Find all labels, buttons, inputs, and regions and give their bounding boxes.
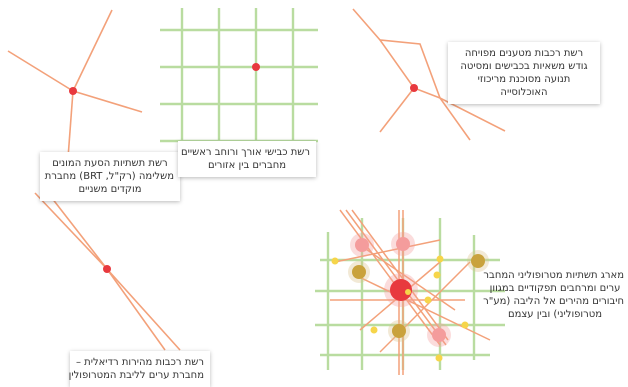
grid-node bbox=[252, 63, 260, 71]
caption-hub: רשת תשתיות הסעת המונים משלימה (רק"ל, BRT… bbox=[40, 152, 180, 201]
caption-line: רשת רכבות מטענים מפויחה bbox=[464, 48, 584, 59]
caption-line: חיבורים מהירים אל הליבה (מע"ר bbox=[483, 296, 624, 307]
caption-line: מוקדים משניים bbox=[78, 184, 142, 195]
spoke bbox=[67, 90, 74, 159]
yellow-node bbox=[370, 326, 378, 334]
branch-node bbox=[410, 84, 418, 92]
metro-core-node bbox=[390, 279, 412, 301]
branching-network bbox=[352, 8, 506, 141]
caption-line: מחברת ערים לליבת המטרופולין bbox=[68, 370, 204, 381]
hub-node bbox=[69, 87, 77, 95]
caption-line: גודש משאיות בכבישים ומסיטה bbox=[460, 61, 588, 72]
gold-node bbox=[392, 324, 406, 338]
caption-line: תנועה מסוכנת מריכוזי bbox=[477, 74, 571, 85]
yellow-node bbox=[433, 271, 441, 279]
caption-line: האוכלוסייה bbox=[500, 87, 548, 98]
caption-line: רשת רכבות מהירות רדיאלית – bbox=[75, 357, 204, 368]
hub-network bbox=[7, 9, 143, 159]
caption-line: ערים ומרחבים תפקודיים במגוון bbox=[489, 283, 621, 294]
caption-line: משלימה (רק"ל, BRT) מחברת bbox=[44, 171, 174, 182]
metro-network bbox=[315, 209, 505, 375]
radial-network bbox=[34, 192, 181, 351]
caption-line: רשת תשתיות הסעת המונים bbox=[52, 158, 168, 169]
caption-metro: מארג תשתיות מטרופוליני המחבר ערים ומרחבי… bbox=[483, 264, 626, 326]
pink-node bbox=[355, 238, 369, 252]
caption-line: מחברים בין אזורים bbox=[207, 160, 287, 171]
caption-line: מארג תשתיות מטרופוליני המחבר bbox=[483, 270, 624, 281]
yellow-node bbox=[424, 296, 432, 304]
caption-branching: רשת רכבות מטענים מפויחה גודש משאיות בכבי… bbox=[448, 42, 600, 104]
yellow-node bbox=[435, 354, 443, 362]
yellow-node bbox=[331, 257, 339, 265]
radial-node bbox=[103, 265, 111, 273]
spoke bbox=[7, 50, 74, 92]
yellow-node bbox=[461, 321, 469, 329]
caption-radial: רשת רכבות מהירות רדיאלית – מחברת ערים לל… bbox=[68, 351, 210, 387]
pink-node bbox=[396, 237, 410, 251]
caption-line: מטרופוליני) ובין עצמם bbox=[507, 309, 603, 320]
yellow-node bbox=[436, 255, 444, 263]
gold-node bbox=[471, 254, 485, 268]
spoke bbox=[72, 90, 143, 113]
grid-network bbox=[160, 8, 318, 148]
gold-node bbox=[352, 265, 366, 279]
caption-line: רשת כבישי אורך ורוחב ראשיים bbox=[181, 147, 310, 158]
pink-node bbox=[432, 328, 446, 342]
spoke bbox=[72, 9, 113, 92]
yellow-node bbox=[405, 289, 411, 295]
caption-grid: רשת כבישי אורך ורוחב ראשיים מחברים בין א… bbox=[178, 141, 316, 177]
